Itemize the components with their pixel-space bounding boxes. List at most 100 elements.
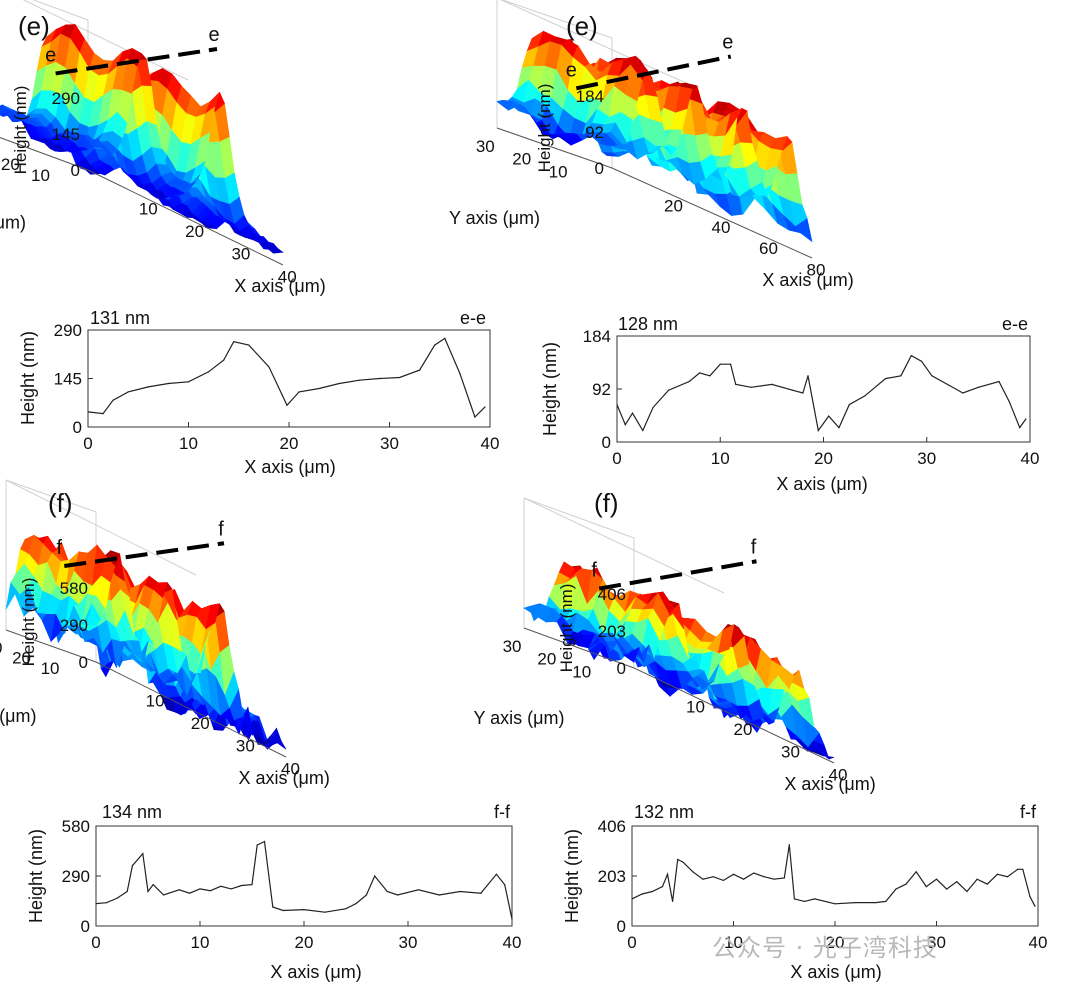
x-tick-label: 40 (281, 759, 300, 778)
panel-label: (f) (594, 488, 619, 518)
data-point (616, 403, 618, 406)
data-point (1019, 426, 1021, 429)
data-point (875, 902, 877, 904)
data-point (248, 344, 250, 346)
data-point (208, 371, 210, 373)
x-tick-label: 30 (236, 737, 255, 756)
y-tick-label: 406 (598, 817, 626, 836)
z-axis-label: Height (nm) (11, 86, 30, 175)
data-point (732, 873, 735, 875)
data-point (998, 380, 1000, 383)
data-point (511, 918, 513, 920)
y-axis-label: Y axis (μm) (0, 706, 37, 726)
surface-facet (77, 133, 94, 148)
data-point (268, 366, 270, 368)
data-point (661, 885, 664, 888)
x-tick-label: 20 (185, 222, 204, 241)
x-tick-label: 40 (481, 434, 500, 453)
data-point (905, 883, 907, 885)
data-point (910, 354, 912, 357)
data-point (864, 395, 866, 397)
data-point (365, 894, 367, 896)
x-tick-label: 40 (503, 933, 522, 952)
panel-label: (e) (18, 11, 50, 41)
data-point (976, 878, 978, 880)
data-point (298, 391, 300, 393)
data-point (178, 889, 180, 891)
data-point (126, 890, 128, 893)
data-point (702, 878, 704, 880)
box-edge (5, 479, 97, 513)
data-point (263, 840, 266, 843)
value-label: 128 nm (618, 314, 678, 334)
x-tick-label: 20 (664, 196, 683, 215)
section-line (598, 559, 757, 591)
box-edge (523, 497, 725, 594)
data-point (854, 902, 856, 904)
data-point (624, 424, 626, 426)
section-label: e-e (1002, 314, 1028, 334)
axis-line (87, 169, 284, 266)
data-point (434, 344, 436, 346)
y-tick-label: 10 (41, 659, 60, 678)
value-label: 132 nm (634, 802, 694, 822)
x-axis-label: X axis (μm) (790, 962, 881, 982)
z-tick-label: 0 (595, 159, 604, 178)
data-point (209, 890, 211, 892)
z-axis-label: Height (nm) (19, 578, 38, 667)
line-plot-1: 0 10 20 30 40 0 92 184 128 nm e-e X axis (μm) Heigh… (540, 314, 1039, 494)
data-point (397, 894, 399, 896)
data-point (692, 871, 694, 873)
section-label-start: f (591, 560, 597, 582)
x-tick-label: 20 (826, 933, 845, 952)
x-axis-label: X axis (μm) (762, 270, 853, 290)
data-point (345, 908, 347, 910)
value-label: 131 nm (90, 308, 150, 328)
plot-frame (95, 825, 513, 927)
y-tick-label: 10 (572, 662, 591, 681)
z-tick-label: 145 (52, 125, 80, 144)
z-tick-label: 290 (60, 616, 88, 635)
data-point (719, 363, 721, 365)
data-point (95, 902, 97, 905)
data-point (946, 888, 948, 890)
data-point (338, 382, 340, 385)
x-tick-label: 30 (399, 933, 418, 952)
data-point (884, 378, 887, 380)
y-axis-label: Y axis (μm) (0, 213, 26, 233)
data-point (962, 392, 964, 394)
section-label-start: f (57, 537, 63, 559)
data-point (459, 372, 461, 375)
y-tick-label: 203 (598, 867, 626, 886)
data-point (167, 382, 169, 385)
axis-line (0, 137, 89, 171)
section-label-end: f (751, 536, 757, 558)
x-axis-label: X axis (μm) (784, 774, 875, 794)
data-point (355, 902, 357, 905)
x-axis-label: X axis (μm) (776, 474, 867, 494)
data-point (793, 898, 796, 900)
data-point (900, 375, 902, 377)
y-tick-label: 580 (62, 817, 90, 836)
data-point (303, 909, 305, 911)
data-point (272, 906, 274, 908)
data-point (668, 389, 670, 391)
data-point (1008, 401, 1010, 403)
data-point (712, 876, 714, 878)
section-label-end: f (218, 518, 224, 540)
y-tick-label: 184 (583, 327, 611, 346)
y-axis-label: Height (nm) (562, 829, 582, 923)
data-point (946, 383, 949, 385)
z-tick-label: 92 (585, 123, 604, 142)
z-tick-label: 203 (598, 622, 626, 641)
data-point (199, 888, 201, 890)
z-tick-label: 184 (576, 87, 604, 106)
data-point (977, 386, 979, 388)
z-tick-label: 580 (60, 579, 88, 598)
data-point (1025, 418, 1027, 420)
y-axis-label: Height (nm) (26, 829, 46, 923)
data-point (672, 900, 674, 902)
data-point (817, 429, 819, 432)
